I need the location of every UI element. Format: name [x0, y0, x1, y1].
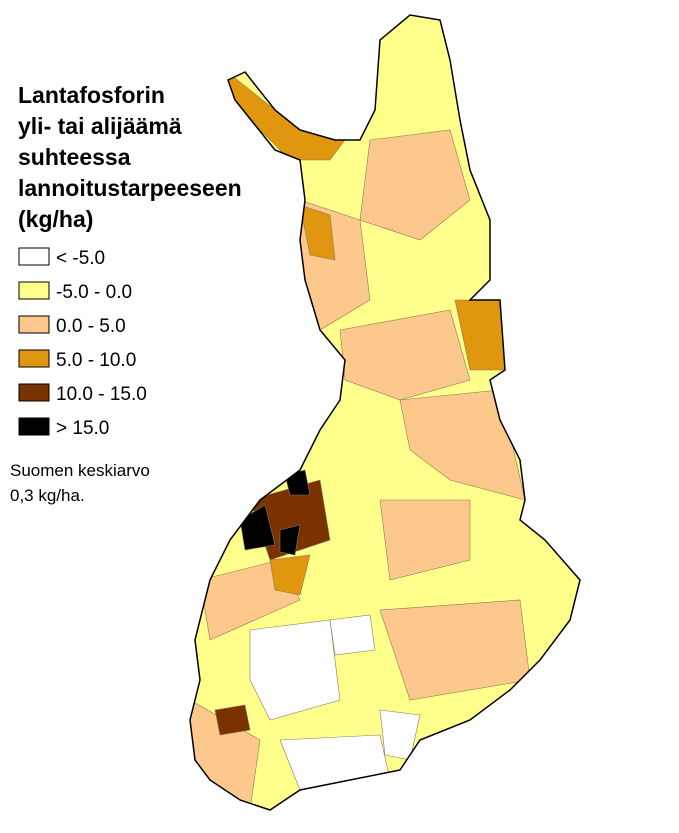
legend-label: > 15.0 [56, 418, 109, 439]
region [359, 129, 471, 241]
region [399, 389, 526, 501]
title-line: (kg/ha) [18, 206, 93, 232]
title-line: suhteessa [18, 144, 131, 170]
title-line: Lantafosforin [18, 82, 165, 108]
legend-swatch [18, 349, 50, 368]
region [329, 614, 376, 656]
title-line: yli- tai alijäämä [18, 113, 182, 139]
region [379, 499, 471, 581]
legend-label: < -5.0 [56, 248, 105, 269]
legend-swatch [18, 247, 50, 266]
legend-label: 10.0 - 15.0 [56, 384, 147, 405]
note: Suomen keskiarvo 0,3 kg/ha. [10, 461, 150, 505]
map-regions [190, 15, 580, 810]
note-line: Suomen keskiarvo [10, 461, 150, 480]
legend-label: -5.0 - 0.0 [56, 282, 132, 303]
legend-swatch [18, 383, 50, 402]
legend-swatch [18, 281, 50, 300]
legend-swatch [18, 315, 50, 334]
note-line: 0,3 kg/ha. [10, 486, 85, 505]
legend-label: 0.0 - 5.0 [56, 316, 126, 337]
region [299, 204, 336, 261]
region [279, 734, 391, 791]
region [269, 554, 311, 596]
region [214, 704, 251, 736]
legend: < -5.0 -5.0 - 0.0 0.0 - 5.0 5.0 - 10.0 10.0 … [18, 247, 147, 439]
title: Lantafosforin yli- tai alijäämä suhteessa l… [18, 82, 242, 232]
legend-label: 5.0 - 10.0 [56, 350, 136, 371]
region [249, 619, 341, 721]
legend-swatch [18, 417, 50, 436]
region [379, 709, 421, 761]
region [279, 524, 301, 556]
title-line: lannoitustarpeeseen [18, 175, 242, 201]
